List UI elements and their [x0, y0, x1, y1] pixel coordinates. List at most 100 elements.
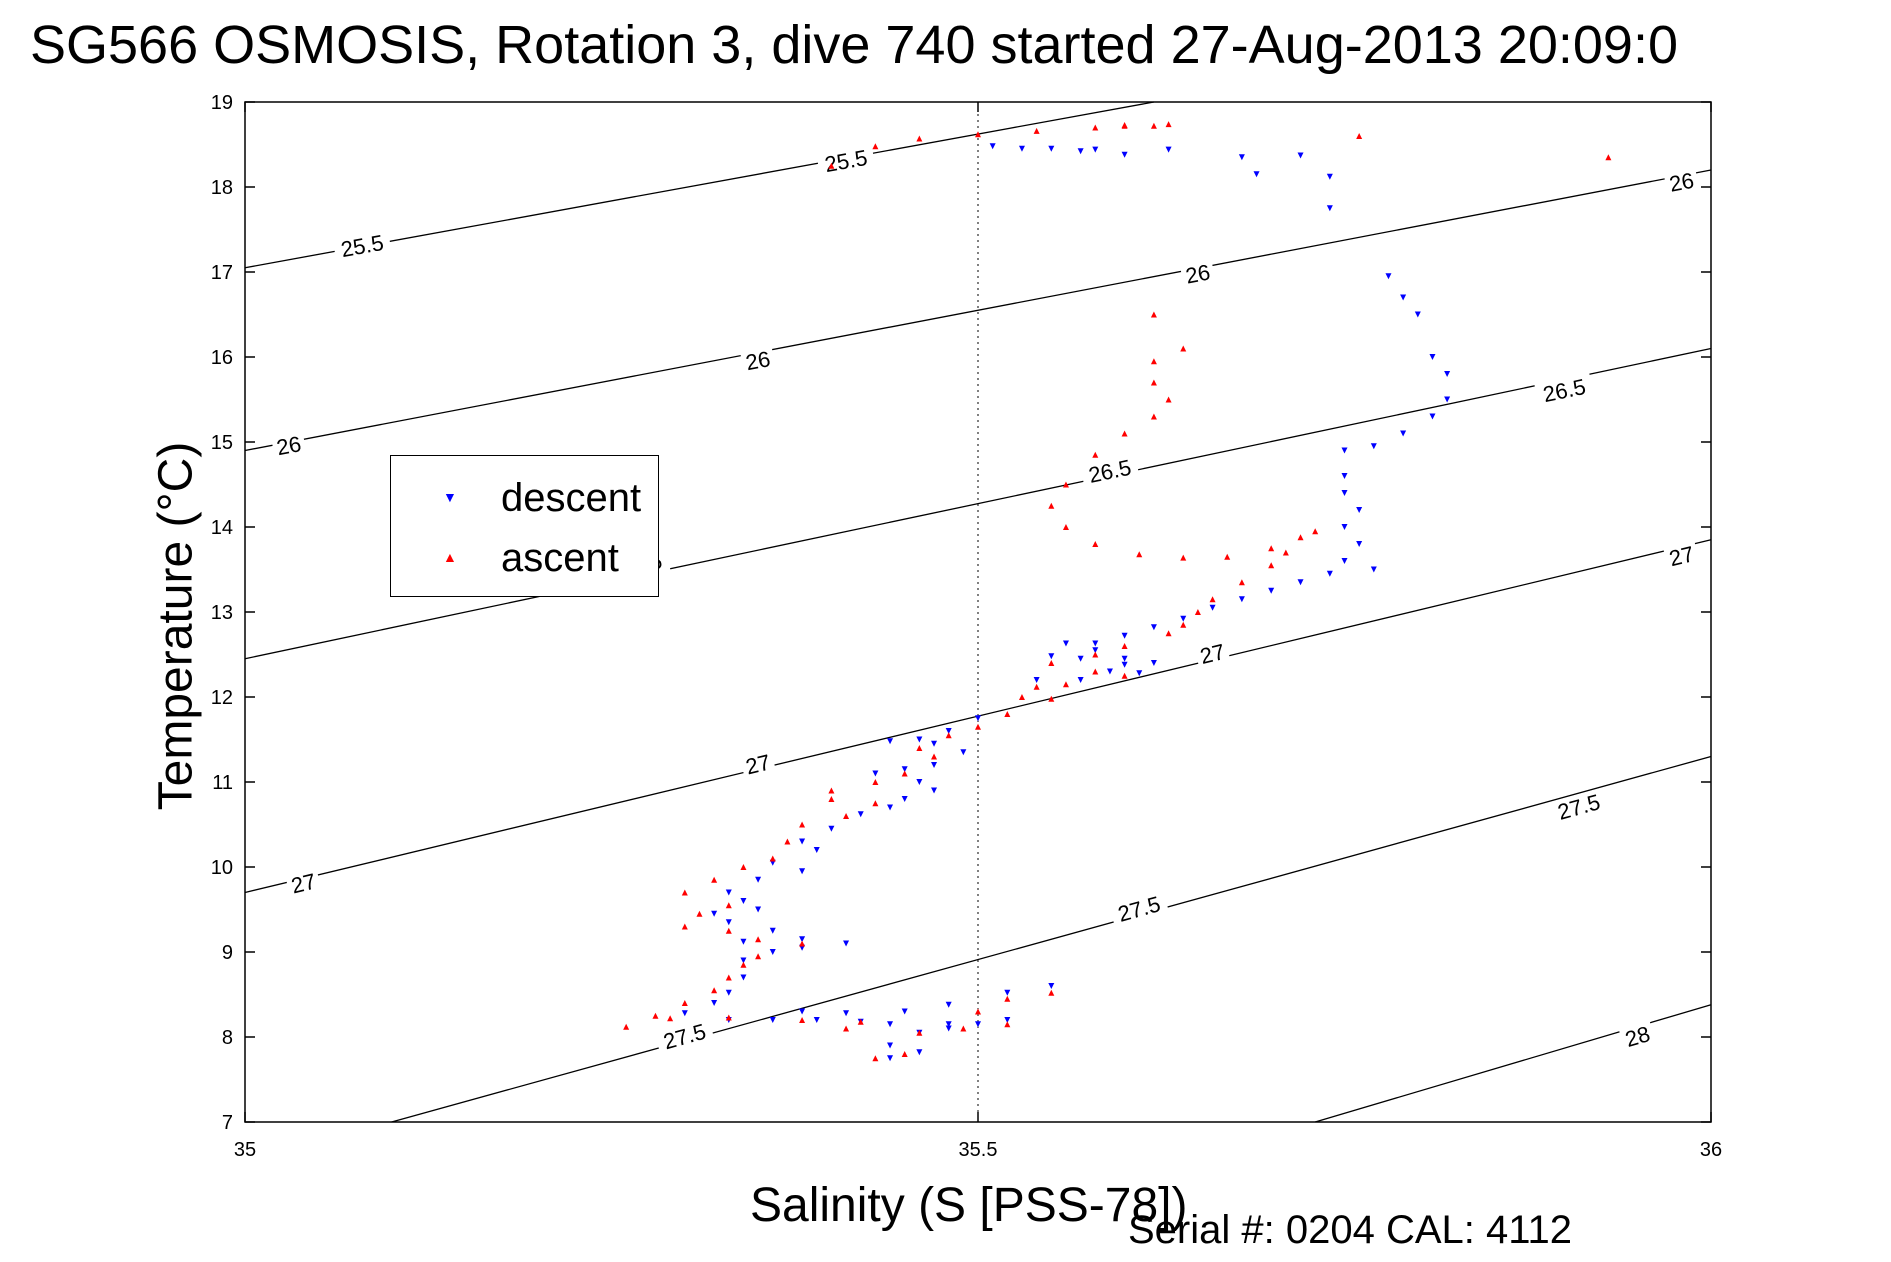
- descent-point: [799, 1008, 806, 1015]
- ascent-point: [872, 143, 879, 150]
- ascent-point: [681, 1000, 688, 1006]
- serial-footer: Serial #: 0204 CAL: 4112: [1128, 1208, 1573, 1252]
- descent-point: [887, 738, 894, 745]
- x-axis-label: Salinity (S [PSS-78]): [750, 1179, 1188, 1232]
- contour-label: 25.5: [332, 228, 392, 263]
- contour-label-bg: [816, 143, 876, 178]
- descent-point: [1326, 570, 1333, 577]
- ascent-point: [652, 1012, 659, 1019]
- descent-point: [916, 1049, 923, 1056]
- contour-label: 25.5: [816, 143, 876, 178]
- contour-line: [391, 755, 1712, 1123]
- contour-label: 27: [285, 867, 322, 899]
- contour-label-bg: [1618, 1019, 1657, 1053]
- descent-point: [1326, 173, 1333, 180]
- ascent-point: [1048, 660, 1055, 666]
- ascent-point: [960, 1025, 967, 1032]
- contour-label: 27: [739, 748, 777, 780]
- contour-line: [244, 347, 1712, 660]
- descent-marker-icon: ▼: [443, 489, 457, 505]
- descent-point: [945, 1025, 952, 1032]
- contour-label: 26: [1179, 258, 1216, 289]
- descent-point: [945, 728, 952, 734]
- contour-label-text: 26.5: [1541, 374, 1588, 407]
- descent-point: [1092, 647, 1099, 654]
- ascent-point: [711, 987, 718, 994]
- legend: ▼ descent ▲ ascent: [390, 455, 659, 597]
- descent-point: [916, 779, 923, 785]
- legend-label-descent: descent: [501, 476, 642, 520]
- descent-point: [1400, 294, 1407, 301]
- contour-label: 27: [1663, 540, 1700, 571]
- descent-point: [681, 1010, 688, 1017]
- descent-point: [1341, 524, 1348, 530]
- descent-point: [813, 1017, 820, 1023]
- descent-point: [1268, 587, 1275, 594]
- descent-point: [1444, 371, 1451, 377]
- contour-label-bg: [1193, 638, 1231, 669]
- ascent-point: [799, 940, 806, 947]
- contour-label: 27: [1193, 638, 1231, 669]
- ascent-point: [1092, 668, 1099, 675]
- descent-point: [887, 1055, 894, 1062]
- ascent-point: [667, 1015, 674, 1022]
- descent-point: [799, 936, 806, 943]
- contour-label-bg: [739, 345, 776, 376]
- descent-point: [1092, 146, 1099, 153]
- contour-label: 27.5: [1108, 889, 1170, 928]
- descent-point: [1444, 396, 1451, 403]
- descent-point: [1429, 413, 1436, 420]
- descent-point: [975, 1021, 981, 1028]
- y-tick-label: 9: [222, 942, 233, 964]
- descent-point: [1136, 670, 1143, 677]
- descent-point: [740, 974, 747, 981]
- descent-point: [1414, 311, 1421, 318]
- contour-label-bg: [1108, 889, 1170, 928]
- contour-line: [244, 169, 1712, 452]
- axes: 7 8 9 10 11 12 13 14 15 16 17 18 19 35 35.5 36: [211, 92, 1722, 1161]
- descent-point: [960, 749, 967, 756]
- descent-point: [1077, 148, 1084, 155]
- descent-point: [1238, 596, 1245, 603]
- ascent-point: [1165, 121, 1172, 128]
- descent-point: [1297, 579, 1304, 586]
- contour-label-bg: [332, 228, 392, 263]
- ascent-point: [916, 1029, 923, 1036]
- descent-point: [1297, 152, 1304, 159]
- y-tick-label: 19: [211, 92, 233, 114]
- ascent-point: [1165, 630, 1172, 637]
- y-tick-label: 11: [212, 772, 233, 794]
- descent-point: [1356, 541, 1363, 547]
- descent-point: [945, 1021, 952, 1028]
- descent-point: [755, 906, 762, 913]
- ascent-point: [1062, 481, 1069, 488]
- y-tick-label: 7: [222, 1112, 233, 1134]
- contour-label-text: 27: [289, 868, 319, 898]
- ascent-point: [1121, 643, 1128, 649]
- x-tick-label: 35.5: [959, 1139, 998, 1161]
- ascent-point: [1062, 681, 1069, 688]
- ascent-point: [1224, 553, 1231, 560]
- ascent-point: [931, 753, 938, 760]
- ascent-point: [725, 902, 732, 909]
- ascent-point: [872, 1055, 879, 1062]
- contour-label-bg: [1548, 787, 1609, 826]
- descent-point: [1429, 354, 1436, 360]
- descent-point: [1106, 668, 1113, 675]
- ascent-point: [1092, 541, 1099, 547]
- legend-label-ascent: ascent: [501, 536, 619, 580]
- descent-point: [1238, 154, 1245, 161]
- contour-label-text: 27: [1198, 639, 1228, 669]
- descent-point: [1062, 640, 1069, 647]
- contour-line: [1314, 1004, 1712, 1123]
- ascent-point: [828, 787, 835, 794]
- descent-point: [1385, 273, 1392, 280]
- ascent-point: [799, 1017, 806, 1023]
- ascent-point: [1165, 396, 1172, 403]
- ascent-point: [725, 927, 732, 934]
- descent-point: [740, 898, 747, 904]
- contour-label: 27.5: [1548, 787, 1609, 826]
- ascent-point: [740, 864, 747, 870]
- ascent-point: [1150, 413, 1157, 420]
- descent-point: [828, 825, 835, 832]
